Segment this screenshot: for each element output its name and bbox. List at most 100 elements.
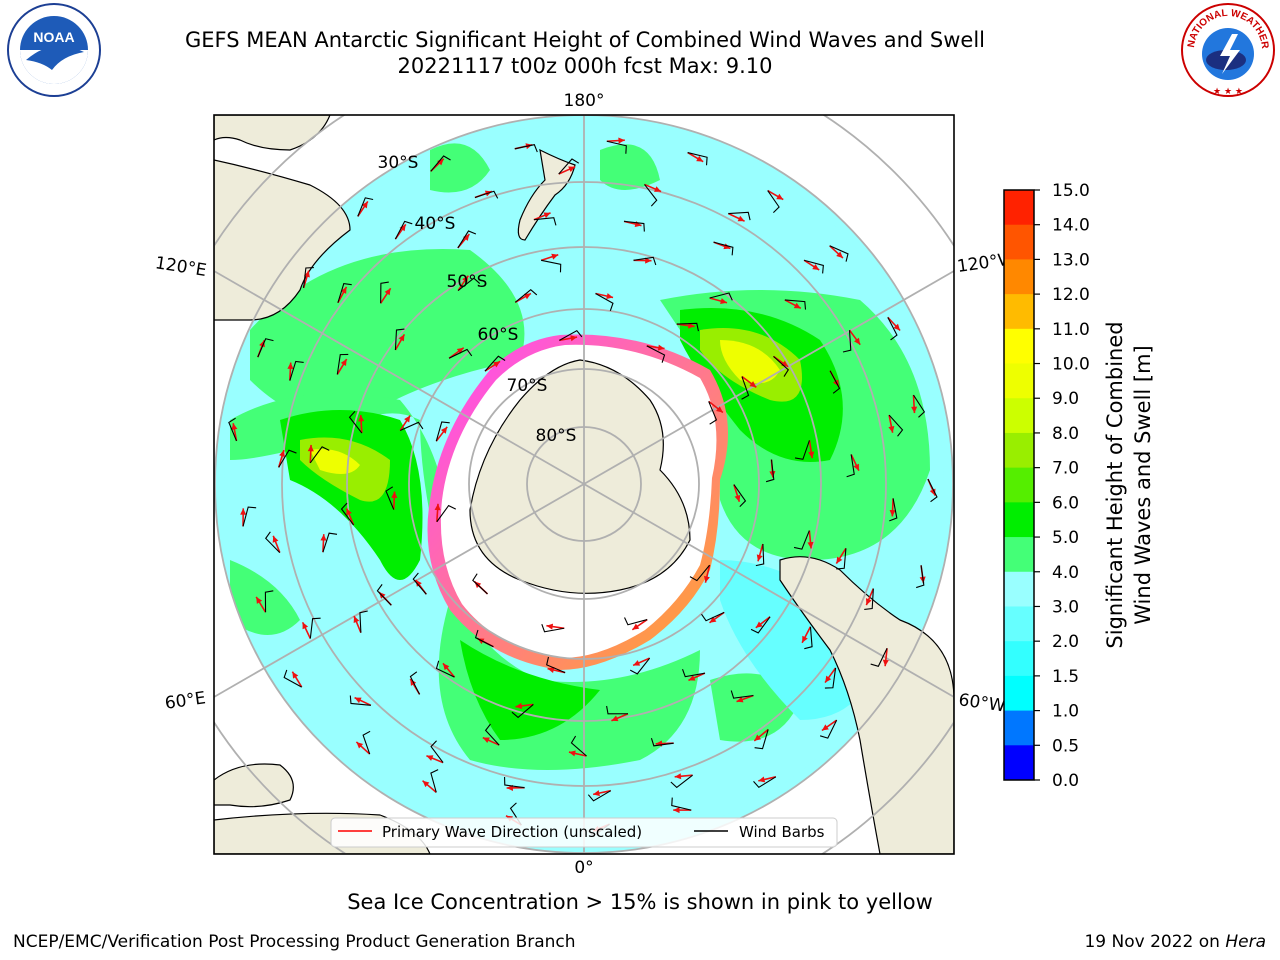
colorbar-segment (1004, 259, 1034, 295)
lat-label-30s: 30°S (378, 153, 419, 173)
colorbar-segment (1004, 398, 1034, 434)
wave-arrow-head (307, 444, 314, 452)
wind-barb (701, 611, 725, 622)
wave-arrow-head (346, 508, 352, 516)
colorbar-label-line2: Wind Waves and Swell [m] (1131, 345, 1155, 625)
wind-barb (357, 197, 374, 217)
wave-arrow-head (440, 426, 448, 434)
wind-barb (541, 624, 565, 633)
wind-barb (888, 414, 904, 437)
wind-barb (348, 410, 363, 434)
wave-arrow-head (422, 780, 430, 788)
wind-barb (546, 656, 566, 674)
wave-arrow-head (737, 215, 745, 222)
wind-barb (558, 158, 580, 175)
wind-barbs (228, 140, 938, 837)
nws-logo: NATIONAL WEATHER SERVICE ★ ★ ★ (1180, 2, 1275, 97)
wave-direction-legend-label: Primary Wave Direction (unscaled) (382, 823, 642, 841)
wave-arrow-head (808, 451, 815, 459)
colorbar-segment (1004, 363, 1034, 399)
wave-arrow-head (593, 790, 600, 797)
wind-barb (448, 348, 473, 359)
colorbar-segment (1004, 190, 1034, 226)
wind-barb (713, 241, 734, 256)
wind-barb (644, 184, 658, 207)
wave-arrow-head (456, 347, 464, 354)
colorbar-segment (1004, 467, 1034, 503)
wind-barb (380, 281, 389, 304)
wave-arrow-head (716, 406, 723, 413)
wind-barb (689, 564, 711, 582)
lon-label-180: 180° (564, 91, 605, 111)
wind-barb (646, 345, 666, 363)
lon-label-120e: 120°E (154, 253, 208, 281)
colorbar-segment (1004, 571, 1034, 607)
wave-arrow-head (442, 663, 450, 671)
wind-barb (750, 616, 771, 634)
wave-arrow-head (358, 415, 365, 422)
colorbar-segment (1004, 537, 1034, 573)
wave-arrow-head (888, 425, 895, 433)
wave-arrow-head (776, 193, 784, 200)
wave-arrow-head (272, 535, 279, 543)
wind-barb (376, 584, 392, 606)
wind-barb (670, 774, 693, 789)
wave-arrow-head (769, 470, 776, 478)
wind-barb (755, 543, 765, 567)
wind-barb (278, 449, 297, 468)
wind-barb (257, 338, 274, 358)
wave-arrow-head (302, 622, 309, 630)
wind-barb (264, 590, 274, 613)
footer-host: Hera (1225, 932, 1266, 952)
wind-barb (303, 267, 314, 288)
wave-arrow-head (756, 554, 763, 562)
wind-barb (629, 657, 651, 675)
colorbar-segment (1004, 294, 1034, 330)
wind-barb (587, 790, 612, 802)
wind-barb (829, 370, 841, 394)
wind-barb (633, 256, 657, 266)
colorbar-tick-label: 0.0 (1052, 771, 1079, 791)
wave-arrow-head (415, 579, 422, 587)
map-area (214, 115, 954, 854)
wind-barb (889, 498, 898, 522)
svg-text:★ ★ ★: ★ ★ ★ (1213, 87, 1243, 97)
colorbar-segment (1004, 710, 1034, 746)
colorbar-tick-label: 12.0 (1052, 285, 1090, 305)
wind-barb (570, 735, 587, 757)
wave-arrow-head (821, 724, 829, 731)
lat-label-50s: 50°S (447, 272, 488, 292)
wave-arrow-head (866, 598, 872, 606)
wave-arrow-head (515, 702, 523, 709)
wave-arrow-head (543, 212, 551, 219)
wind-barb (864, 588, 874, 610)
wind-barb (399, 421, 424, 432)
wave-arrow-head (256, 596, 263, 604)
wind-barb (624, 617, 648, 626)
wind-barb (474, 629, 494, 648)
wave-arrow-head (657, 344, 665, 351)
wind-barb (394, 220, 413, 240)
wind-barb (794, 440, 810, 460)
colorbar: 0.0 0.5 1.0 1.5 2.0 3.0 4.0 5.0 6.0 7.0 8.0 9.0 10.0… (1003, 181, 1090, 791)
wave-arrow-head (911, 406, 918, 414)
wave-arrow-head (320, 534, 327, 541)
wind-barb (709, 292, 733, 301)
colorbar-tick-label: 0.5 (1052, 736, 1079, 756)
wave-arrow-head (688, 675, 696, 681)
wind-barb (916, 565, 925, 589)
wind-barb (409, 671, 421, 695)
wave-arrow-head (703, 575, 710, 583)
wave-arrow-head (354, 697, 362, 704)
footer-date: 19 Nov 2022 on Hera (1084, 932, 1266, 952)
sea-ice-note: Sea Ice Concentration > 15% is shown in … (347, 890, 933, 914)
wave-arrow-head (426, 755, 434, 761)
wind-barb (765, 459, 775, 483)
wave-arrow-head (645, 257, 652, 264)
wave-arrow-head (758, 776, 766, 783)
wave-arrow-head (720, 298, 728, 304)
wind-barb (676, 322, 699, 332)
colorbar-label-line1: Significant Height of Combined (1103, 321, 1127, 648)
wave-arrow-head (893, 323, 901, 331)
